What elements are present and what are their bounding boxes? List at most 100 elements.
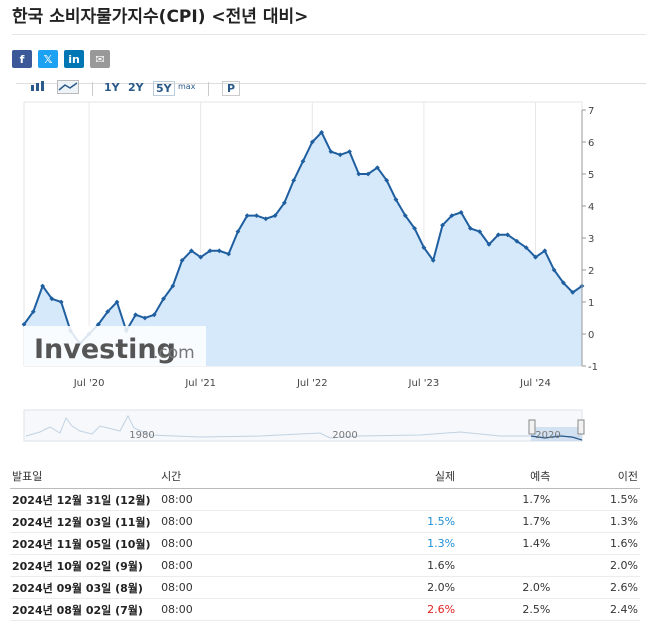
range-5y-button[interactable]: 5Y [153,81,175,96]
data-point [49,296,55,302]
investing-logo-suffix: .com [153,343,195,363]
data-point [77,341,83,346]
chart-toolbar [16,83,646,100]
table-row: 2024년 10월 02일 (9월) 08:00 1.6% 2.0% [10,554,640,577]
data-point [300,158,306,164]
y-tick-label: 6 [588,138,594,149]
previous-cell: 2.4% [552,598,640,621]
plot-background [23,101,583,367]
navigator-label: 2020 [535,430,560,441]
data-point [207,248,213,254]
release-time-cell: 08:00 [159,554,357,577]
actual-cell: 1.3% [356,532,458,555]
header-time: 시간 [159,464,357,489]
data-point [319,130,324,135]
navigator-handle-left[interactable] [528,419,536,435]
y-tick-label: 3 [588,234,594,245]
navigator[interactable] [23,409,583,442]
data-point [393,197,399,202]
table-row: 2024년 12월 03일 (11월) 08:00 1.5% 1.7% 1.3% [10,510,640,533]
area-chart-icon[interactable] [57,80,79,94]
table-row: 2024년 08월 02일 (7월) 08:00 2.6% 2.5% 2.4% [10,598,640,621]
x-tick-label: Jul '23 [408,378,440,389]
data-point [114,299,120,305]
series-line [23,130,583,346]
actual-cell: 1.5% [356,510,458,533]
data-point [412,226,417,231]
release-date-cell: 2024년 12월 03일 (11월) [10,510,160,533]
table-row: 2024년 11월 05일 (10월) 08:00 1.3% 1.4% 1.6% [10,532,640,555]
forecast-cell: 1.7% [457,488,553,511]
table-header-row: 발표일 시간 실제 예측 이전 [10,464,640,489]
data-point [263,216,269,222]
release-time-cell: 08:00 [159,598,357,621]
data-point [142,315,148,321]
bar-chart-icon[interactable] [30,80,48,92]
data-point [523,245,529,250]
forecast-cell: 1.4% [457,532,553,555]
data-point [291,178,297,183]
data-point [235,229,241,234]
linkedin-icon[interactable]: in [64,50,84,68]
forecast-cell: 1.7% [457,510,553,533]
navigator-handle-right[interactable] [577,419,585,435]
data-point [356,171,362,177]
data-point [68,328,73,334]
data-point [533,254,538,260]
data-point [402,213,408,218]
release-time-cell: 08:00 [159,576,357,599]
data-point [105,309,111,314]
data-point [170,283,176,289]
data-point [282,200,287,206]
actual-cell [356,488,458,511]
data-point [96,322,101,327]
data-point [570,290,576,295]
previous-cell: 1.5% [552,488,640,511]
data-point [486,242,492,247]
range-2y-button[interactable]: 2Y [128,81,144,94]
data-point [309,139,315,145]
actual-cell: 2.0% [356,576,458,599]
table-row: 2024년 12월 31일 (12월) 08:00 1.7% 1.5% [10,488,640,511]
history-table: 발표일 시간 실제 예측 이전 2024년 12월 31일 (12월) 08:00… [10,464,640,621]
x-tick-label: Jul '24 [519,378,551,389]
range-1y-button[interactable]: 1Y [104,81,120,94]
facebook-icon[interactable]: f [12,50,32,68]
data-point [198,254,204,260]
data-point [30,309,36,314]
previous-cell: 1.6% [552,532,640,555]
data-point [495,232,501,238]
forecast-cell [457,554,553,577]
data-point [86,331,92,337]
header-previous: 이전 [552,464,640,489]
release-date-cell: 2024년 10월 02일 (9월) [10,554,160,577]
data-point [272,213,278,218]
navigator-selection-series [530,435,583,441]
data-point [579,283,585,289]
range-max-button[interactable]: max [178,82,196,91]
data-point [226,251,231,257]
table-row: 2024년 09월 03일 (8월) 08:00 2.0% 2.0% 2.6% [10,576,640,599]
data-point [449,213,455,218]
data-point [151,312,157,318]
previous-cell: 2.6% [552,576,640,599]
y-tick-label: 2 [588,266,594,277]
navigator-selection[interactable] [531,427,582,441]
data-point [337,152,343,158]
y-tick-label: 1 [588,298,594,309]
investing-logo: Investing [34,334,176,365]
watermark-backdrop [24,326,206,366]
email-icon[interactable]: ✉ [90,50,110,68]
toolbar-separator [92,82,93,96]
release-time-cell: 08:00 [159,532,357,555]
data-point [328,149,334,154]
x-icon[interactable]: 𝕏 [38,50,58,68]
data-point [561,280,566,286]
x-tick-label: Jul '21 [184,378,216,389]
navigator-label: 2000 [332,430,357,441]
previous-cell: 2.0% [552,554,640,577]
data-point [551,267,557,273]
print-button[interactable]: P [222,81,241,96]
data-point [161,296,166,302]
release-date-cell: 2024년 09월 03일 (8월) [10,576,160,599]
